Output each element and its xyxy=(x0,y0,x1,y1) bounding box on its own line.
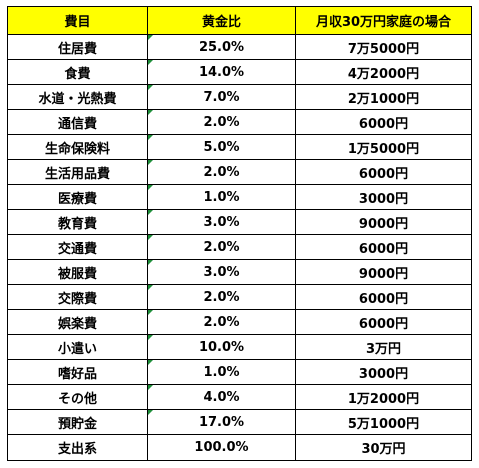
ratio-cell[interactable]: 100.0% xyxy=(147,434,296,461)
amount-cell[interactable]: 7万5000円 xyxy=(295,34,472,60)
ratio-cell[interactable]: 17.0% xyxy=(147,409,296,435)
item-cell[interactable]: 娯楽費 xyxy=(7,309,148,335)
table-row: 食費 14.0% 4万2000円 xyxy=(7,59,472,85)
amount-cell[interactable]: 9000円 xyxy=(295,259,472,285)
amount-cell[interactable]: 5万1000円 xyxy=(295,409,472,435)
table-row: その他 4.0% 1万2000円 xyxy=(7,384,472,410)
ratio-cell[interactable]: 1.0% xyxy=(147,359,296,385)
ratio-cell[interactable]: 2.0% xyxy=(147,309,296,335)
table-row: 生命保険料 5.0% 1万5000円 xyxy=(7,134,472,160)
table-row: 交通費 2.0% 6000円 xyxy=(7,234,472,260)
header-amount: 月収30万円家庭の場合 xyxy=(295,6,472,35)
amount-cell[interactable]: 2万1000円 xyxy=(295,84,472,110)
header-row: 費目 黄金比 月収30万円家庭の場合 xyxy=(7,6,472,35)
amount-cell[interactable]: 1万5000円 xyxy=(295,134,472,160)
header-ratio: 黄金比 xyxy=(147,6,296,35)
item-cell[interactable]: 交際費 xyxy=(7,284,148,310)
total-row: 支出系 100.0% 30万円 xyxy=(7,434,472,461)
ratio-cell[interactable]: 7.0% xyxy=(147,84,296,110)
table-row: 教育費 3.0% 9000円 xyxy=(7,209,472,235)
amount-cell[interactable]: 30万円 xyxy=(295,434,472,461)
table-row: 交際費 2.0% 6000円 xyxy=(7,284,472,310)
item-cell[interactable]: 住居費 xyxy=(7,34,148,60)
table-row: 預貯金 17.0% 5万1000円 xyxy=(7,409,472,435)
ratio-cell[interactable]: 25.0% xyxy=(147,34,296,60)
ratio-cell[interactable]: 5.0% xyxy=(147,134,296,160)
table-row: 住居費 25.0% 7万5000円 xyxy=(7,34,472,60)
item-cell[interactable]: 被服費 xyxy=(7,259,148,285)
amount-cell[interactable]: 3000円 xyxy=(295,359,472,385)
item-cell[interactable]: 食費 xyxy=(7,59,148,85)
amount-cell[interactable]: 6000円 xyxy=(295,234,472,260)
item-cell[interactable]: 小遣い xyxy=(7,334,148,360)
item-cell[interactable]: 医療費 xyxy=(7,184,148,210)
table-row: 被服費 3.0% 9000円 xyxy=(7,259,472,285)
item-cell[interactable]: 預貯金 xyxy=(7,409,148,435)
table-row: 嗜好品 1.0% 3000円 xyxy=(7,359,472,385)
amount-cell[interactable]: 6000円 xyxy=(295,109,472,135)
item-cell[interactable]: その他 xyxy=(7,384,148,410)
ratio-cell[interactable]: 4.0% xyxy=(147,384,296,410)
ratio-cell[interactable]: 2.0% xyxy=(147,159,296,185)
ratio-cell[interactable]: 2.0% xyxy=(147,109,296,135)
item-cell[interactable]: 生命保険料 xyxy=(7,134,148,160)
table-row: 生活用品費 2.0% 6000円 xyxy=(7,159,472,185)
item-cell[interactable]: 水道・光熱費 xyxy=(7,84,148,110)
amount-cell[interactable]: 3万円 xyxy=(295,334,472,360)
table-row: 水道・光熱費 7.0% 2万1000円 xyxy=(7,84,472,110)
table-row: 通信費 2.0% 6000円 xyxy=(7,109,472,135)
item-cell[interactable]: 教育費 xyxy=(7,209,148,235)
amount-cell[interactable]: 6000円 xyxy=(295,284,472,310)
amount-cell[interactable]: 4万2000円 xyxy=(295,59,472,85)
budget-table-container: 費目 黄金比 月収30万円家庭の場合 住居費 25.0% 7万5000円 食費 … xyxy=(7,6,472,461)
amount-cell[interactable]: 1万2000円 xyxy=(295,384,472,410)
table-row: 小遣い 10.0% 3万円 xyxy=(7,334,472,360)
item-cell[interactable]: 通信費 xyxy=(7,109,148,135)
amount-cell[interactable]: 6000円 xyxy=(295,309,472,335)
amount-cell[interactable]: 3000円 xyxy=(295,184,472,210)
ratio-cell[interactable]: 3.0% xyxy=(147,209,296,235)
item-cell[interactable]: 生活用品費 xyxy=(7,159,148,185)
budget-table: 費目 黄金比 月収30万円家庭の場合 住居費 25.0% 7万5000円 食費 … xyxy=(7,6,472,461)
table-row: 娯楽費 2.0% 6000円 xyxy=(7,309,472,335)
ratio-cell[interactable]: 3.0% xyxy=(147,259,296,285)
ratio-cell[interactable]: 14.0% xyxy=(147,59,296,85)
ratio-cell[interactable]: 1.0% xyxy=(147,184,296,210)
ratio-cell[interactable]: 10.0% xyxy=(147,334,296,360)
item-cell[interactable]: 支出系 xyxy=(7,434,148,461)
item-cell[interactable]: 嗜好品 xyxy=(7,359,148,385)
amount-cell[interactable]: 6000円 xyxy=(295,159,472,185)
amount-cell[interactable]: 9000円 xyxy=(295,209,472,235)
item-cell[interactable]: 交通費 xyxy=(7,234,148,260)
ratio-cell[interactable]: 2.0% xyxy=(147,234,296,260)
ratio-cell[interactable]: 2.0% xyxy=(147,284,296,310)
header-item: 費目 xyxy=(7,6,148,35)
table-row: 医療費 1.0% 3000円 xyxy=(7,184,472,210)
